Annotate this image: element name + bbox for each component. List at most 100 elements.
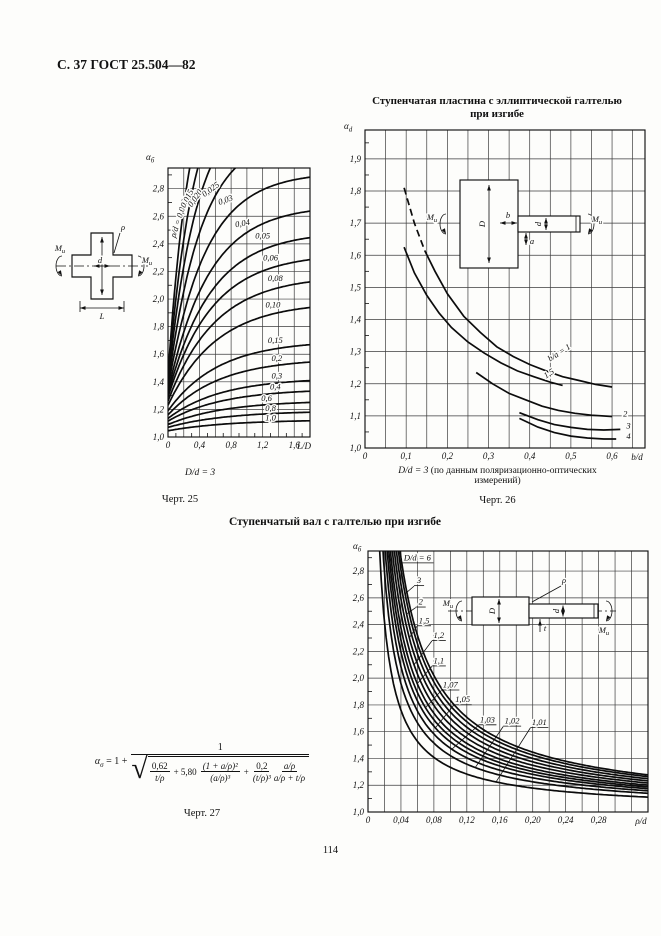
formula-radicand: 0,62 t/ρ + 5,80 (1 + a/ρ)² (a/ρ)³ + 0,2 (t/… (147, 756, 310, 784)
figure-26-title-line1: Ступенчатая пластина с эллиптической гал… (372, 95, 622, 107)
svg-text:1,6: 1,6 (289, 440, 301, 450)
term-3-num: 0,2 (254, 761, 270, 773)
svg-text:1,03: 1,03 (480, 714, 495, 724)
svg-text:0,20: 0,20 (525, 815, 541, 825)
svg-text:0: 0 (366, 815, 371, 825)
svg-text:1,8: 1,8 (353, 700, 365, 710)
figure-25-chart: 0 0,4 0,8 1,2 1,6 1,0 1,2 1,4 1,6 1,8 2,0 2,2 2,4 2,6… (52, 152, 312, 451)
svg-text:0,06: 0,06 (263, 252, 279, 262)
figure-25-container: 0 0,4 0,8 1,2 1,6 1,0 1,2 1,4 1,6 1,8 2,0 2,2 2,4 2,6… (50, 146, 322, 468)
svg-text:d: d (551, 608, 561, 613)
svg-text:1,0: 1,0 (350, 443, 362, 453)
figure-26-container: 0 0,1 0,2 0,3 0,4 0,5 0,6 1,0 1,1 1,2 1,3 1,4 1,5 1,6… (340, 118, 658, 468)
svg-text:b/d: b/d (631, 452, 643, 462)
svg-text:1,7: 1,7 (350, 218, 362, 228)
term-4: a/ρ a/ρ + t/ρ (274, 761, 305, 784)
figure-27-chart: 0 0,04 0,08 0,12 0,16 0,20 0,24 0,28 1,0 1,2 1,4 1,… (353, 541, 649, 826)
svg-text:1,1: 1,1 (434, 655, 445, 665)
svg-text:0,6: 0,6 (261, 393, 272, 403)
svg-text:2: 2 (623, 409, 628, 419)
svg-text:0,16: 0,16 (492, 815, 508, 825)
figure-26-title: Ступенчатая пластина с эллиптической гал… (338, 95, 656, 120)
svg-text:3: 3 (625, 421, 630, 431)
svg-text:4: 4 (626, 431, 631, 441)
figure-25-label: Черт. 25 (161, 494, 199, 505)
figure-27-container: 0 0,04 0,08 0,12 0,16 0,20 0,24 0,28 1,0 1,2 1,4 1,… (348, 536, 661, 846)
svg-text:1,2: 1,2 (434, 630, 445, 640)
svg-text:1,3: 1,3 (350, 347, 362, 357)
term-2: (1 + a/ρ)² (a/ρ)³ (200, 761, 240, 784)
term-3: 0,2 (t/ρ)³ (253, 761, 271, 784)
svg-text:1,0: 1,0 (265, 412, 276, 422)
formula-numerator: 1 (131, 742, 310, 755)
figure-26-label: Черт. 26 (479, 495, 516, 506)
svg-text:2,6: 2,6 (353, 593, 365, 603)
svg-text:L: L (99, 311, 105, 321)
svg-text:0,28: 0,28 (591, 815, 607, 825)
svg-text:1,0: 1,0 (353, 807, 365, 817)
svg-text:2,8: 2,8 (353, 566, 365, 576)
svg-text:0,3: 0,3 (272, 370, 283, 380)
figure-25-caption-prefix: D/d = 3 (185, 468, 216, 478)
svg-text:0,05: 0,05 (255, 230, 270, 240)
svg-text:2,6: 2,6 (153, 211, 165, 221)
term-1: 0,62 t/ρ (149, 761, 170, 784)
svg-text:1,05: 1,05 (455, 694, 470, 704)
formula-sqrt: √ 0,62 t/ρ + 5,80 (1 + a/ρ)² (a/ρ)³ + 0,2(… (131, 752, 310, 785)
svg-text:t: t (544, 623, 547, 633)
svg-text:0,1: 0,1 (401, 451, 412, 461)
svg-text:1,4: 1,4 (153, 377, 165, 387)
svg-text:0,6: 0,6 (606, 451, 618, 461)
svg-text:3: 3 (416, 575, 421, 585)
svg-text:2: 2 (419, 597, 424, 607)
term-1-num: 0,62 (149, 761, 170, 773)
figure-26-caption: D/d = 3 (по данным поляризационно-оптиче… (340, 466, 655, 486)
svg-text:2,2: 2,2 (153, 266, 165, 276)
radical-sign: √ (131, 752, 148, 785)
svg-text:L/D: L/D (296, 441, 312, 451)
svg-text:a: a (530, 236, 534, 246)
svg-text:0: 0 (363, 451, 368, 461)
svg-text:0,15: 0,15 (268, 335, 283, 345)
svg-text:0,4: 0,4 (270, 381, 281, 391)
svg-text:Mи: Mи (141, 255, 153, 267)
operator-1: + 5,80 (173, 767, 197, 778)
svg-text:1,5: 1,5 (541, 366, 555, 380)
svg-text:1,6: 1,6 (350, 250, 362, 260)
figure-25-caption: D/d = 3 (185, 468, 215, 478)
term-2-num: (1 + a/ρ)² (200, 761, 240, 773)
svg-text:0,3: 0,3 (483, 451, 495, 461)
svg-text:Mи: Mи (598, 625, 610, 637)
svg-text:Mи: Mи (426, 212, 438, 224)
svg-text:ρ/d: ρ/d (634, 816, 647, 826)
svg-text:Mи: Mи (54, 243, 66, 255)
svg-text:D: D (487, 607, 497, 615)
svg-text:1,4: 1,4 (353, 753, 365, 763)
figure-26-caption-prefix: D/d = 3 (398, 466, 429, 476)
svg-text:ρ: ρ (561, 575, 566, 585)
svg-text:Mи: Mи (591, 214, 603, 226)
svg-text:1,5: 1,5 (350, 282, 362, 292)
svg-text:d: d (533, 221, 543, 226)
svg-text:d: d (98, 255, 103, 265)
svg-text:1,0: 1,0 (153, 432, 165, 442)
svg-text:0,04: 0,04 (393, 815, 409, 825)
svg-text:b: b (506, 210, 510, 220)
figure-26-caption-rest: (по данным поляризационно-оптических (428, 466, 597, 476)
svg-text:1,8: 1,8 (153, 322, 165, 332)
svg-text:αб: αб (146, 152, 155, 165)
svg-text:0,4: 0,4 (524, 451, 536, 461)
svg-text:1,2: 1,2 (257, 440, 269, 450)
svg-text:0,025: 0,025 (200, 179, 221, 198)
svg-text:0,8: 0,8 (265, 403, 276, 413)
svg-text:1,8: 1,8 (350, 186, 362, 196)
svg-text:0,2: 0,2 (442, 451, 454, 461)
svg-text:0,4: 0,4 (194, 440, 206, 450)
svg-text:2,4: 2,4 (353, 620, 365, 630)
figure-26-chart: 0 0,1 0,2 0,3 0,4 0,5 0,6 1,0 1,1 1,2 1,3 1,4 1,5 1,6… (344, 121, 646, 462)
svg-text:1,5: 1,5 (419, 615, 430, 625)
operator-2: + (243, 767, 249, 778)
figure-26-caption-line1: D/d = 3 (по данным поляризационно-оптиче… (340, 466, 655, 476)
svg-text:0,08: 0,08 (426, 815, 442, 825)
